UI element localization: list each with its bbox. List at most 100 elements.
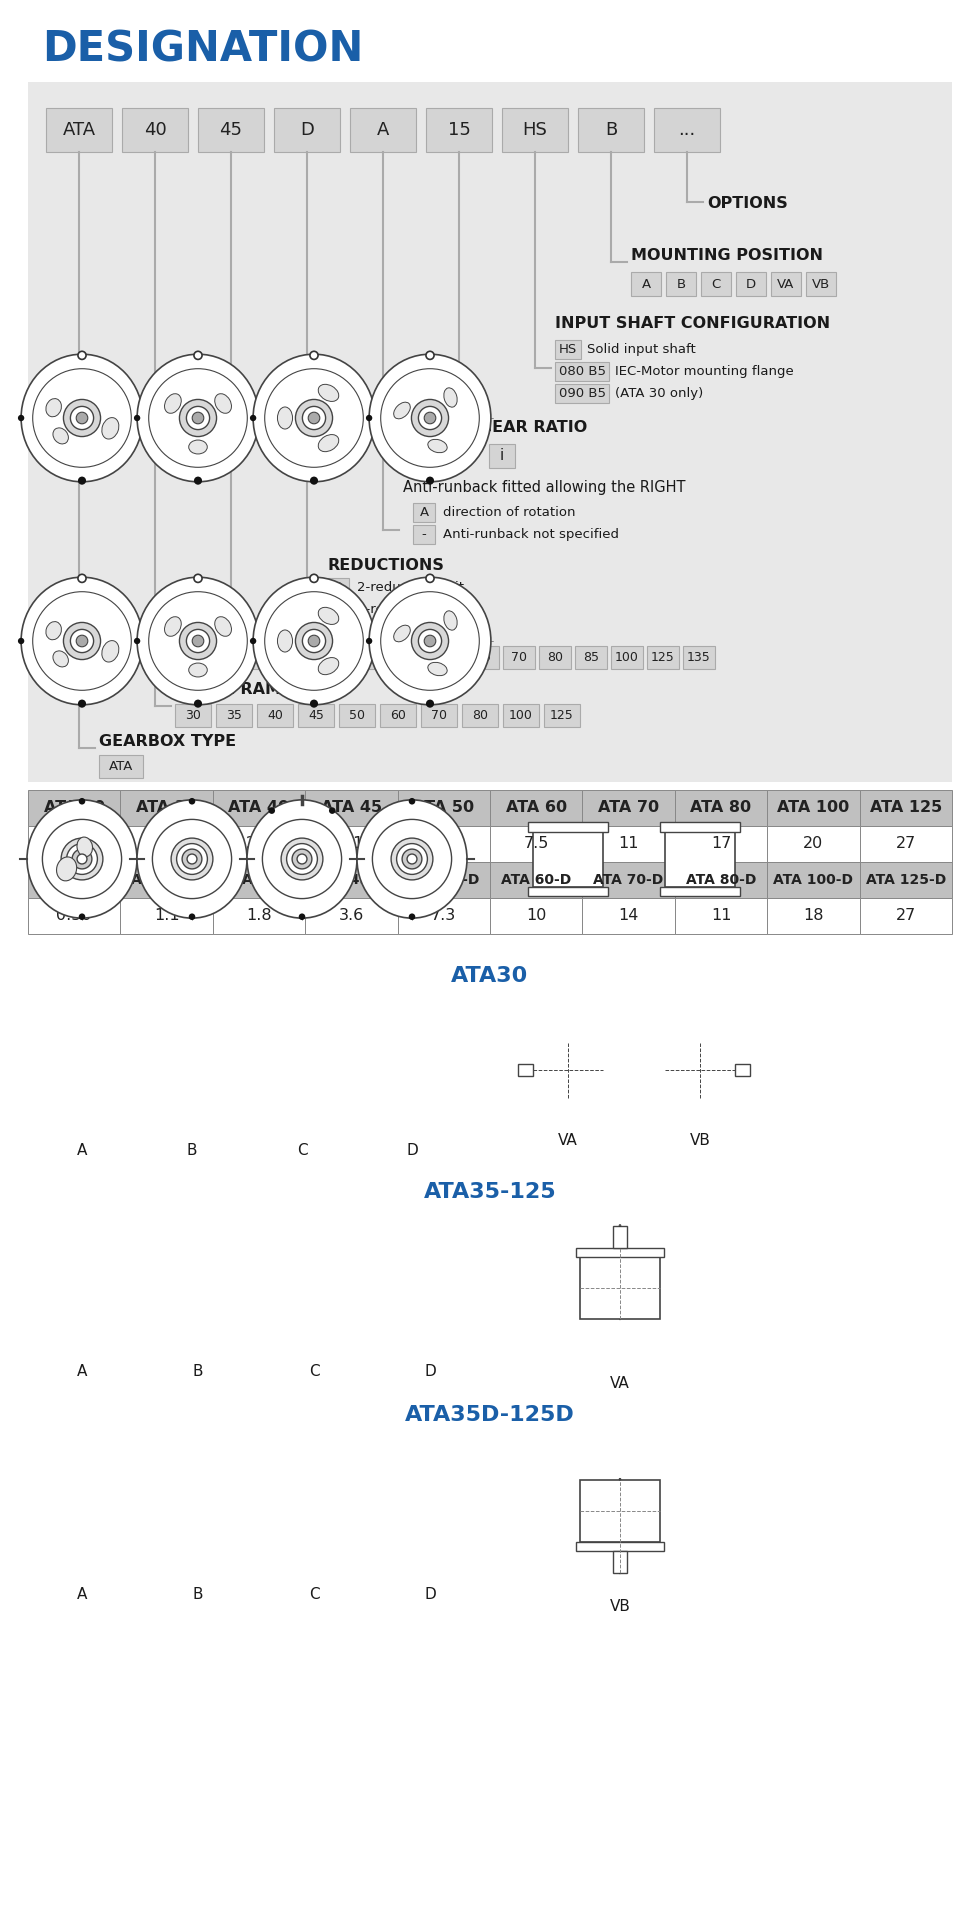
Text: 35: 35 (295, 650, 311, 664)
Text: ATA30: ATA30 (452, 966, 528, 986)
Bar (859, 826, 952, 862)
Ellipse shape (53, 650, 69, 667)
Text: 50: 50 (403, 650, 419, 664)
Bar (533, 831, 603, 887)
Text: 1.1: 1.1 (154, 909, 179, 924)
Circle shape (64, 399, 101, 436)
Bar (28, 83, 952, 781)
Bar (859, 791, 952, 826)
Circle shape (310, 476, 318, 484)
Bar (121, 899, 213, 934)
Ellipse shape (318, 434, 339, 451)
Text: GEAR RATIO: GEAR RATIO (479, 421, 587, 436)
Text: ATA35-125: ATA35-125 (423, 1182, 557, 1202)
Text: ...: ... (678, 122, 696, 139)
Text: ATA 50: ATA 50 (414, 801, 474, 816)
Bar (490, 862, 582, 899)
Ellipse shape (253, 577, 375, 704)
Circle shape (286, 843, 318, 874)
Bar (398, 899, 490, 934)
Circle shape (426, 476, 434, 484)
Text: C: C (711, 278, 720, 291)
Circle shape (303, 629, 325, 652)
Text: OPTIONS: OPTIONS (707, 197, 788, 210)
Circle shape (76, 635, 88, 646)
Circle shape (409, 914, 416, 920)
Circle shape (380, 368, 479, 467)
Bar (198, 108, 264, 152)
Text: VA: VA (777, 278, 795, 291)
Circle shape (380, 592, 479, 691)
Text: ATA 30: ATA 30 (48, 874, 101, 887)
Ellipse shape (428, 440, 447, 453)
Circle shape (78, 351, 86, 359)
Text: IEC-Motor mounting flange: IEC-Motor mounting flange (615, 365, 794, 378)
Bar (660, 822, 740, 831)
Bar (771, 272, 801, 295)
Circle shape (424, 635, 436, 646)
Text: (ATA 30 only): (ATA 30 only) (615, 388, 704, 399)
Text: 2-reduction unit: 2-reduction unit (357, 581, 464, 594)
Circle shape (179, 623, 217, 660)
Bar (28, 862, 121, 899)
Circle shape (134, 415, 140, 421)
Text: GEAR FRAME SIZE: GEAR FRAME SIZE (175, 683, 338, 696)
Circle shape (372, 820, 452, 899)
Circle shape (418, 629, 442, 652)
Bar (503, 704, 539, 727)
Circle shape (186, 629, 210, 652)
Bar (859, 862, 952, 899)
Bar (528, 822, 609, 831)
Circle shape (179, 399, 217, 436)
Text: Anti-runback not specified: Anti-runback not specified (443, 529, 619, 540)
Ellipse shape (444, 611, 458, 631)
Bar (175, 704, 211, 727)
Text: Anti-runback fitted allowing the RIGHT: Anti-runback fitted allowing the RIGHT (403, 480, 685, 496)
Circle shape (78, 575, 86, 583)
Text: A: A (419, 505, 428, 519)
Bar (327, 600, 349, 619)
Text: 80: 80 (547, 650, 563, 664)
Text: direction of rotation: direction of rotation (443, 505, 575, 519)
Circle shape (250, 638, 257, 644)
Circle shape (149, 368, 247, 467)
Circle shape (176, 843, 208, 874)
Bar (257, 704, 293, 727)
Circle shape (310, 575, 318, 583)
Circle shape (78, 476, 86, 484)
Text: A: A (76, 1588, 87, 1601)
Ellipse shape (27, 801, 137, 918)
Bar (654, 108, 720, 152)
Circle shape (424, 413, 436, 424)
Text: 11: 11 (710, 909, 731, 924)
Bar (612, 1551, 627, 1572)
Text: ATA 125-D: ATA 125-D (865, 874, 946, 887)
Ellipse shape (46, 621, 62, 640)
Text: 45: 45 (308, 710, 324, 721)
Ellipse shape (394, 625, 411, 642)
Bar (213, 826, 305, 862)
Text: D: D (300, 122, 314, 139)
Text: C: C (309, 1364, 319, 1379)
Circle shape (297, 855, 307, 864)
Ellipse shape (357, 801, 467, 918)
Bar (580, 1258, 660, 1319)
Ellipse shape (428, 662, 447, 675)
Text: 135: 135 (687, 650, 710, 664)
Bar (701, 272, 731, 295)
Ellipse shape (277, 631, 293, 652)
Bar (631, 272, 661, 295)
Text: 80: 80 (472, 710, 488, 721)
Circle shape (329, 808, 335, 814)
Text: ATA 40: ATA 40 (228, 801, 289, 816)
Text: 27: 27 (896, 909, 916, 924)
Bar (517, 1065, 533, 1076)
Ellipse shape (102, 417, 119, 440)
Ellipse shape (318, 608, 339, 625)
Text: 0.50: 0.50 (57, 909, 92, 924)
Circle shape (73, 849, 92, 868)
Text: GEARBOX TYPE: GEARBOX TYPE (99, 735, 236, 748)
Circle shape (18, 415, 24, 421)
Bar (675, 826, 767, 862)
Text: ATA 60: ATA 60 (506, 801, 566, 816)
